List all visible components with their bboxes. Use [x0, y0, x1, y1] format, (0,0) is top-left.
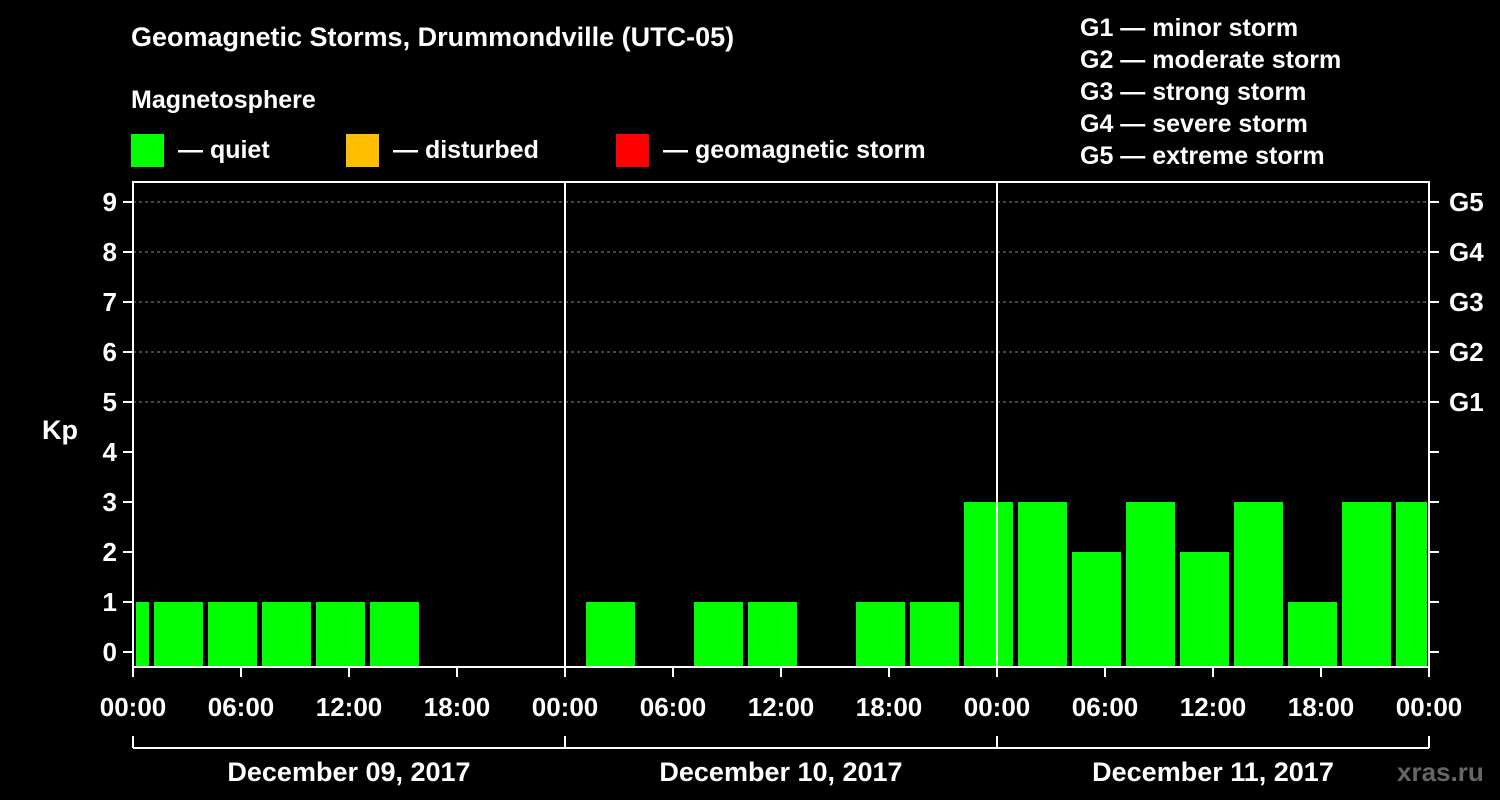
kp-bar — [208, 602, 257, 667]
g-level-label: G3 — [1449, 287, 1484, 317]
y-tick-label: 0 — [103, 637, 117, 667]
g-scale-item: G1 — minor storm — [1080, 14, 1299, 42]
kp-bar — [370, 602, 419, 667]
kp-bar — [1126, 502, 1175, 667]
y-tick-label: 4 — [103, 437, 118, 467]
watermark: xras.ru — [1397, 757, 1484, 787]
g-level-label: G2 — [1449, 337, 1484, 367]
y-tick-label: 7 — [103, 287, 117, 317]
legend-label-disturbed: — disturbed — [393, 135, 539, 164]
g-level-label: G4 — [1449, 237, 1484, 267]
legend-label-quiet: — quiet — [178, 135, 270, 164]
kp-bar — [316, 602, 365, 667]
storm-swatch — [616, 133, 649, 167]
g-scale-legend: G1 — minor storm G2 — moderate storm G3 … — [1080, 12, 1341, 172]
axis-layer: 0 1 2 3 4 5 6 7 8 9 G1 G2 G3 G4 G5 00:00 06:00 12:00 18:00… — [100, 181, 1484, 787]
kp-bar — [1234, 502, 1283, 667]
x-tick-label: 06:00 — [1072, 692, 1139, 722]
x-tick-label: 18:00 — [424, 692, 491, 722]
legend-item-quiet: — quiet — [131, 133, 270, 167]
y-tick-label: 6 — [103, 337, 117, 367]
y-tick-label: 2 — [103, 537, 117, 567]
y-tick-label: 1 — [103, 587, 117, 617]
x-tick-label: 06:00 — [640, 692, 707, 722]
x-tick-label: 06:00 — [208, 692, 275, 722]
legend-item-storm: — geomagnetic storm — [616, 133, 926, 167]
bar-layer — [136, 502, 1427, 667]
g-level-label: G5 — [1449, 187, 1484, 217]
day-label: December 09, 2017 — [227, 757, 470, 787]
grid-layer — [133, 201, 1429, 403]
x-tick-label: 00:00 — [100, 692, 167, 722]
kp-bar — [1072, 552, 1121, 667]
day-label: December 10, 2017 — [659, 757, 902, 787]
quiet-swatch — [131, 133, 164, 167]
kp-bar — [262, 602, 311, 667]
legend-title: Magnetosphere — [131, 86, 316, 114]
g-scale-item: G5 — extreme storm — [1080, 142, 1325, 170]
x-tick-label: 00:00 — [1396, 692, 1463, 722]
g-scale-item: G2 — moderate storm — [1080, 46, 1342, 74]
g-scale-item: G3 — strong storm — [1080, 78, 1307, 106]
x-tick-label: 12:00 — [748, 692, 815, 722]
kp-bar — [586, 602, 635, 667]
kp-bar — [1180, 552, 1229, 667]
kp-bar — [856, 602, 905, 667]
g-scale-item: G4 — severe storm — [1080, 110, 1308, 138]
day-label: December 11, 2017 — [1092, 757, 1334, 787]
chart-title: Geomagnetic Storms, Drummondville (UTC-0… — [131, 22, 735, 52]
y-tick-label: 9 — [103, 187, 117, 217]
legend-item-disturbed: — disturbed — [346, 133, 539, 167]
x-tick-label: 12:00 — [316, 692, 383, 722]
x-tick-label: 12:00 — [1180, 692, 1247, 722]
kp-bar — [694, 602, 743, 667]
kp-bar — [1396, 502, 1427, 667]
x-tick-label: 00:00 — [532, 692, 599, 722]
kp-bar — [1018, 502, 1067, 667]
kp-bar — [1342, 502, 1391, 667]
y-tick-label: 5 — [103, 387, 117, 417]
y-axis-label: Kp — [42, 415, 78, 445]
legend-label-storm: — geomagnetic storm — [663, 135, 926, 164]
kp-bar — [1288, 602, 1337, 667]
x-tick-label: 00:00 — [964, 692, 1031, 722]
kp-bar — [154, 602, 203, 667]
y-tick-label: 3 — [103, 487, 117, 517]
kp-bar — [136, 602, 149, 667]
kp-bar — [748, 602, 797, 667]
x-tick-label: 18:00 — [1288, 692, 1355, 722]
disturbed-swatch — [346, 133, 379, 167]
x-tick-label: 18:00 — [856, 692, 923, 722]
y-tick-label: 8 — [103, 237, 117, 267]
kp-bar — [910, 602, 959, 667]
g-level-label: G1 — [1449, 387, 1484, 417]
kp-bar — [964, 502, 1013, 667]
